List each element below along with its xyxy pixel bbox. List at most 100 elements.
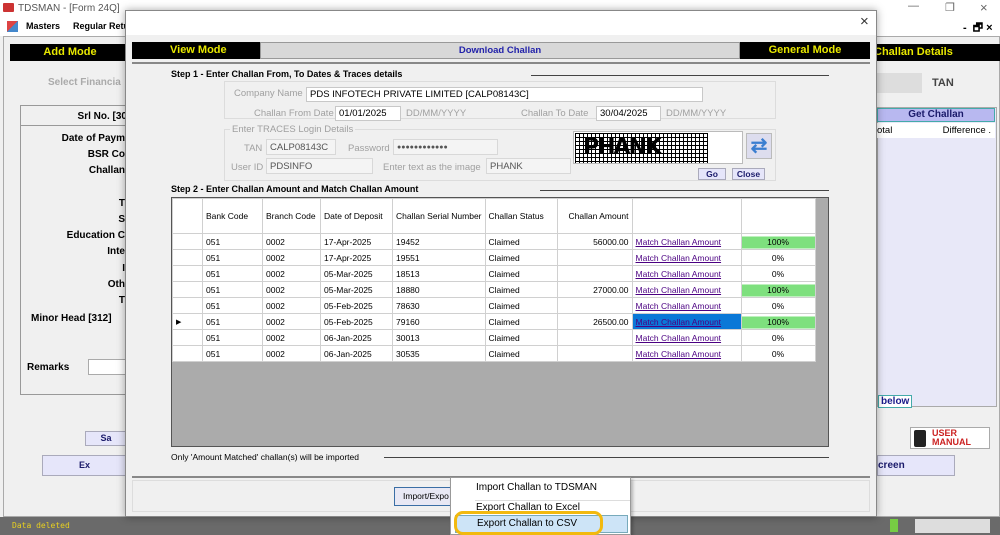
status-panel [915, 519, 990, 533]
remarks-input[interactable] [88, 359, 128, 375]
branch-code: 0002 [262, 313, 321, 330]
label: BSR Co [87, 149, 125, 161]
tan-label: TAN [244, 143, 263, 154]
match-challan-link[interactable]: Match Challan Amount [631, 233, 742, 250]
branch-code: 0002 [262, 281, 321, 298]
dialog-close-icon[interactable]: × [860, 13, 869, 30]
table-row[interactable]: 051 0002 06-Jan-2025 30013 Claimed Match… [172, 329, 816, 346]
match-challan-link[interactable]: Match Challan Amount [631, 265, 742, 282]
label: Education C [66, 230, 125, 242]
match-challan-link[interactable]: Match Challan Amount [631, 249, 742, 266]
minimize-icon[interactable]: — [908, 0, 919, 12]
traces-group [224, 129, 776, 181]
row-selector[interactable] [172, 233, 203, 250]
dropdown[interactable] [877, 73, 922, 93]
challan-status: Claimed [484, 249, 558, 266]
match-challan-link[interactable]: Match Challan Amount [631, 329, 742, 346]
captcha-image: PHANK [575, 133, 708, 163]
table-row[interactable]: 051 0002 05-Mar-2025 18880 Claimed 27000… [172, 281, 816, 298]
deposit-date: 05-Feb-2025 [320, 313, 393, 330]
serial-number: 30013 [392, 329, 486, 346]
column-header[interactable]: Date of Deposit [320, 198, 393, 234]
challan-status: Claimed [484, 297, 558, 314]
company-label: Company Name [234, 88, 303, 99]
restore-icon[interactable]: ❐ [945, 2, 955, 14]
highlight-ring [454, 511, 603, 535]
save-button[interactable]: Sa [85, 431, 127, 446]
menu-masters[interactable]: Masters [26, 21, 61, 31]
challan-amount[interactable] [556, 329, 633, 346]
refresh-captcha-icon[interactable]: ⇄ [746, 133, 772, 159]
minor-head-label: Minor Head [312] [31, 313, 112, 324]
table-row[interactable]: 051 0002 06-Jan-2025 30535 Claimed Match… [172, 345, 816, 362]
challan-amount[interactable] [556, 265, 633, 282]
challan-table: Bank Code Branch Code Date of Deposit Ch… [172, 198, 816, 362]
challan-amount[interactable] [556, 297, 633, 314]
deposit-date: 17-Apr-2025 [320, 249, 393, 266]
column-header[interactable]: Branch Code [262, 198, 321, 234]
challan-status: Claimed [484, 281, 558, 298]
below-tab[interactable]: below [878, 395, 913, 408]
column-header[interactable]: Challan Amount [556, 198, 633, 234]
captcha-input[interactable]: PHANK [486, 158, 571, 174]
challan-amount[interactable] [556, 249, 633, 266]
get-challan-button[interactable]: Get Challan [877, 108, 995, 122]
challan-status: Claimed [484, 345, 558, 362]
menu-item-import-tdsman[interactable]: Import Challan to TDSMAN [476, 482, 597, 493]
user-manual-text: USER MANUAL [932, 428, 971, 447]
table-row[interactable]: 051 0002 17-Apr-2025 19452 Claimed 56000… [172, 233, 816, 250]
export-button[interactable]: Ex [42, 455, 127, 476]
match-challan-link[interactable]: Match Challan Amount [631, 313, 742, 330]
challan-status: Claimed [484, 329, 558, 346]
to-date-input[interactable]: 30/04/2025 [596, 106, 661, 121]
password-input[interactable]: ●●●●●●●●●●●● [393, 139, 498, 155]
challan-amount[interactable]: 56000.00 [556, 233, 633, 250]
serial-number: 18880 [392, 281, 486, 298]
col-difference: Difference . [942, 125, 991, 136]
column-header[interactable]: Challan Serial Number [392, 198, 486, 234]
match-challan-link[interactable]: Match Challan Amount [631, 297, 742, 314]
match-challan-link[interactable]: Match Challan Amount [631, 345, 742, 362]
close-button[interactable]: Close [732, 168, 765, 180]
company-name-input[interactable]: PDS INFOTECH PRIVATE LIMITED [CALP08143C… [306, 87, 703, 102]
dialog-title-bar: × [126, 11, 876, 35]
challan-list [877, 107, 997, 407]
deposit-date: 05-Feb-2025 [320, 297, 393, 314]
captcha-box: PHANK [573, 131, 743, 164]
dialog-title: Download Challan [260, 42, 740, 59]
go-button[interactable]: Go [698, 168, 726, 180]
column-header[interactable]: Bank Code [202, 198, 263, 234]
close-icon[interactable]: × [980, 0, 988, 15]
table-row[interactable]: 051 0002 17-Apr-2025 19551 Claimed Match… [172, 249, 816, 266]
row-selector[interactable] [172, 297, 203, 314]
screen-button[interactable]: creen [877, 455, 955, 476]
row-selector[interactable] [172, 345, 203, 362]
menu-regular-returns[interactable]: Regular Retu [73, 21, 130, 31]
row-selector[interactable] [172, 249, 203, 266]
row-selector[interactable]: ▶ [172, 313, 203, 330]
table-row[interactable]: ▶ 051 0002 05-Feb-2025 79160 Claimed 265… [172, 313, 816, 330]
match-challan-link[interactable]: Match Challan Amount [631, 281, 742, 298]
row-selector[interactable] [172, 265, 203, 282]
table-row[interactable]: 051 0002 05-Mar-2025 18513 Claimed Match… [172, 265, 816, 282]
column-header[interactable]: Challan Status [484, 198, 558, 234]
menu-item-export-excel[interactable]: Export Challan to Excel [476, 502, 580, 513]
import-export-button[interactable]: Import/Expo [394, 487, 454, 506]
challan-amount[interactable]: 27000.00 [556, 281, 633, 298]
mdi-controls[interactable]: - 🗗 × [963, 22, 993, 34]
table-row[interactable]: 051 0002 05-Feb-2025 78630 Claimed Match… [172, 297, 816, 314]
challan-amount[interactable] [556, 345, 633, 362]
userid-input[interactable]: PDSINFO [266, 158, 373, 174]
row-selector[interactable] [172, 281, 203, 298]
column-header[interactable] [740, 198, 816, 234]
to-date-label: Challan To Date [521, 108, 589, 119]
challan-amount[interactable]: 26500.00 [556, 313, 633, 330]
user-manual-button[interactable]: USER MANUAL [910, 427, 990, 449]
row-selector[interactable] [172, 329, 203, 346]
tan-label: TAN [932, 77, 954, 89]
from-date-input[interactable]: 01/01/2025 [335, 106, 401, 121]
column-header[interactable] [631, 198, 742, 234]
select-financial-year[interactable]: Select Financia [48, 77, 121, 88]
tan-input[interactable]: CALP08143C [266, 139, 336, 155]
branch-code: 0002 [262, 249, 321, 266]
